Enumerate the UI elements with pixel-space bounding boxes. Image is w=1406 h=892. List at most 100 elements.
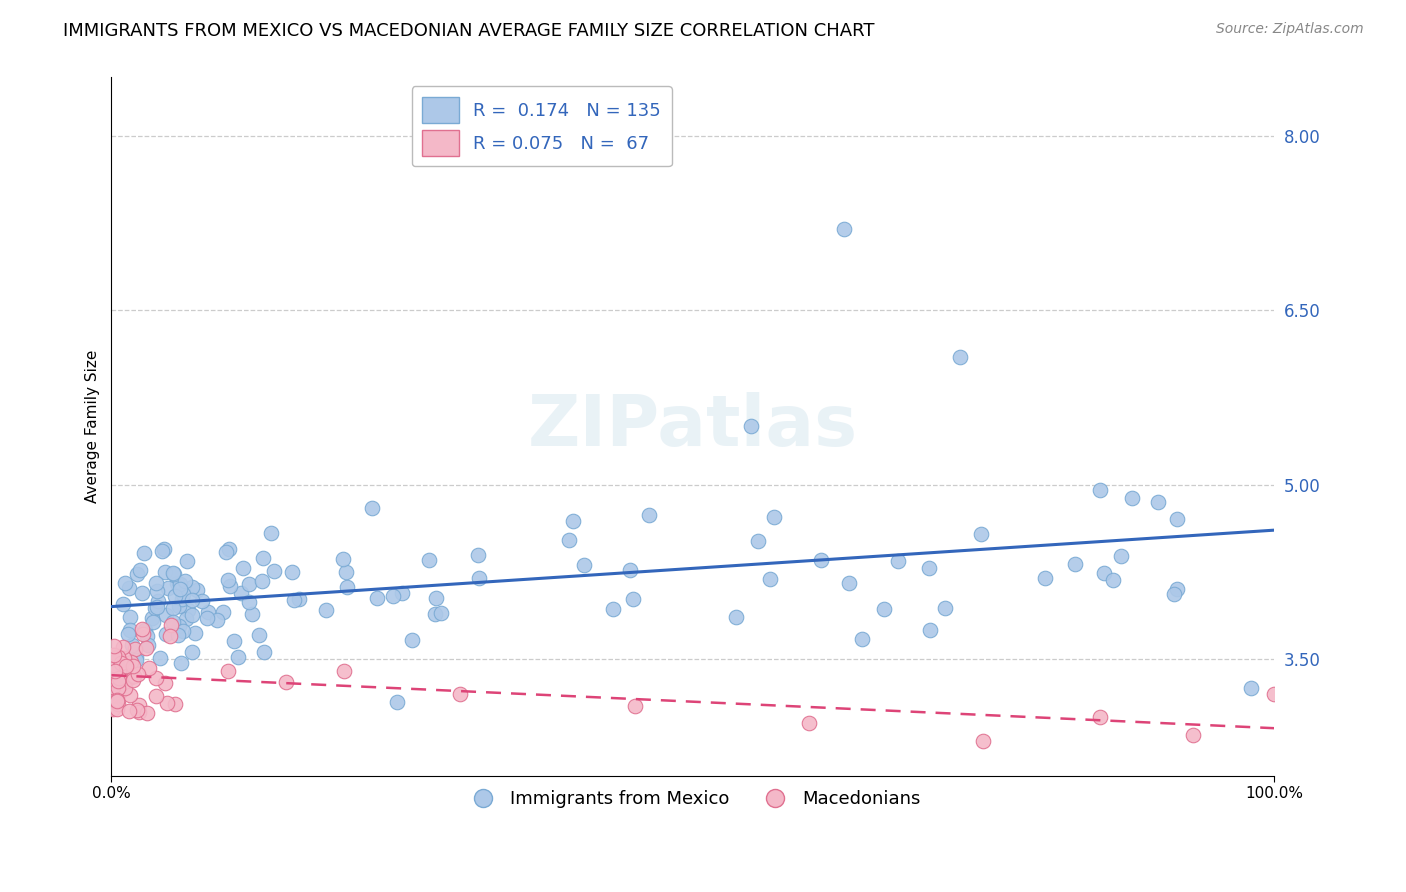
Point bbox=[118, 671, 141, 685]
Point bbox=[101, 688, 124, 702]
Point bbox=[172, 587, 194, 601]
Point bbox=[260, 525, 283, 540]
Point bbox=[156, 697, 179, 711]
Point bbox=[180, 645, 202, 659]
Point bbox=[283, 592, 305, 607]
Point bbox=[118, 623, 141, 637]
Point bbox=[250, 574, 273, 589]
Point bbox=[107, 693, 129, 707]
Point bbox=[167, 618, 190, 632]
Point bbox=[104, 664, 127, 678]
Point bbox=[177, 603, 200, 617]
Point bbox=[1163, 587, 1185, 601]
Point bbox=[118, 689, 141, 703]
Point bbox=[112, 598, 135, 612]
Point bbox=[1088, 710, 1111, 724]
Point bbox=[740, 419, 762, 434]
Point bbox=[103, 639, 125, 653]
Point bbox=[163, 566, 186, 581]
Point bbox=[165, 697, 187, 711]
Point bbox=[146, 599, 169, 614]
Point bbox=[101, 680, 124, 694]
Point bbox=[387, 695, 409, 709]
Point bbox=[797, 716, 820, 731]
Point bbox=[162, 615, 184, 630]
Point bbox=[107, 650, 129, 665]
Point bbox=[169, 576, 191, 591]
Point bbox=[274, 675, 297, 690]
Point bbox=[623, 698, 645, 713]
Point bbox=[114, 575, 136, 590]
Point bbox=[103, 702, 125, 716]
Point bbox=[934, 601, 956, 615]
Point bbox=[970, 526, 993, 541]
Point bbox=[238, 595, 260, 609]
Point bbox=[381, 589, 404, 603]
Point bbox=[167, 628, 190, 642]
Point bbox=[467, 548, 489, 562]
Point bbox=[124, 668, 146, 682]
Point bbox=[112, 651, 135, 665]
Point bbox=[418, 553, 440, 567]
Point bbox=[103, 658, 125, 673]
Legend: Immigrants from Mexico, Macedonians: Immigrants from Mexico, Macedonians bbox=[458, 783, 928, 815]
Point bbox=[335, 565, 357, 579]
Point bbox=[184, 625, 207, 640]
Point bbox=[110, 653, 132, 667]
Point bbox=[423, 607, 446, 622]
Point bbox=[240, 607, 263, 622]
Point bbox=[101, 648, 124, 662]
Point bbox=[135, 706, 157, 721]
Point bbox=[222, 634, 245, 648]
Point bbox=[562, 515, 585, 529]
Point bbox=[180, 607, 202, 622]
Point bbox=[425, 591, 447, 606]
Point bbox=[1166, 512, 1188, 526]
Point bbox=[110, 656, 132, 670]
Point bbox=[108, 672, 131, 686]
Point bbox=[252, 551, 274, 566]
Point bbox=[107, 697, 129, 711]
Point bbox=[401, 633, 423, 648]
Point bbox=[125, 567, 148, 582]
Point bbox=[762, 510, 785, 524]
Point bbox=[141, 610, 163, 624]
Point bbox=[134, 624, 156, 638]
Point bbox=[619, 563, 641, 577]
Point bbox=[120, 655, 142, 669]
Point bbox=[887, 554, 910, 568]
Point bbox=[287, 592, 309, 607]
Point bbox=[125, 653, 148, 667]
Point bbox=[159, 629, 181, 643]
Point bbox=[281, 566, 304, 580]
Point bbox=[166, 576, 188, 591]
Point bbox=[217, 664, 239, 678]
Point bbox=[218, 541, 240, 556]
Point bbox=[122, 673, 145, 688]
Point bbox=[186, 583, 208, 598]
Point bbox=[121, 638, 143, 652]
Point bbox=[174, 612, 197, 626]
Point bbox=[602, 602, 624, 616]
Point bbox=[135, 640, 157, 655]
Point bbox=[131, 586, 153, 600]
Point bbox=[167, 599, 190, 614]
Point bbox=[162, 566, 184, 581]
Point bbox=[124, 642, 146, 657]
Point bbox=[195, 611, 218, 625]
Point bbox=[197, 605, 219, 619]
Point bbox=[101, 666, 124, 681]
Point bbox=[758, 573, 780, 587]
Point bbox=[127, 667, 149, 681]
Point bbox=[136, 638, 159, 652]
Point bbox=[263, 564, 285, 578]
Point bbox=[1102, 573, 1125, 587]
Point bbox=[145, 672, 167, 686]
Point bbox=[174, 574, 197, 588]
Point bbox=[558, 533, 581, 547]
Point bbox=[1063, 558, 1085, 572]
Point bbox=[120, 670, 142, 684]
Point bbox=[176, 554, 198, 568]
Point bbox=[832, 221, 855, 235]
Point bbox=[838, 575, 860, 590]
